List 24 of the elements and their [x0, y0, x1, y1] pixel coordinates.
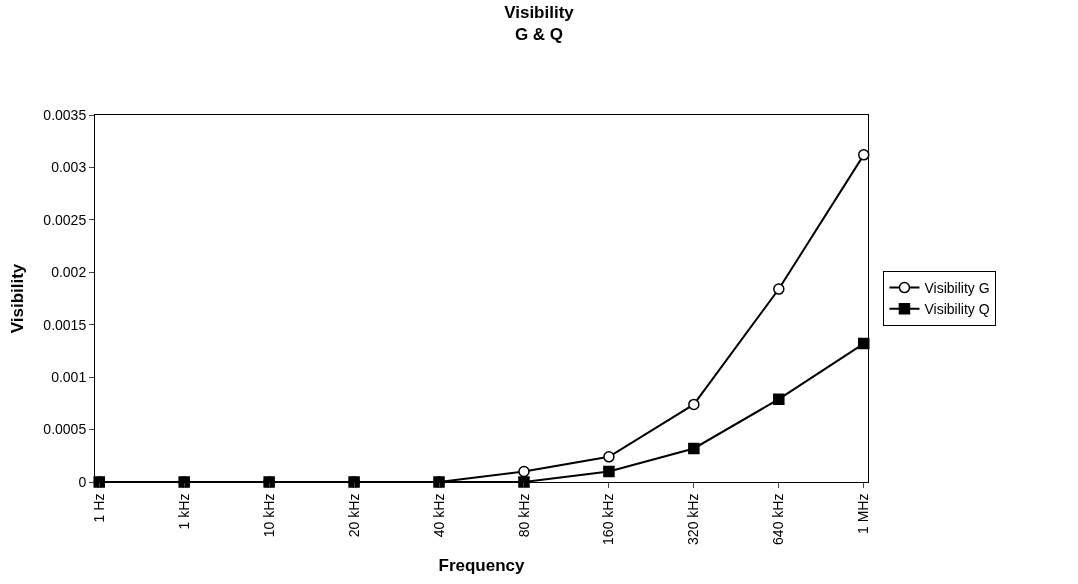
- chart-subtitle: G & Q: [514, 24, 564, 44]
- x-tick-label: 80 kHz: [515, 493, 532, 538]
- x-tick-label: 1 MHz: [855, 493, 872, 535]
- y-tick-label: 0.0035: [43, 106, 87, 123]
- x-tick-label: 160 kHz: [600, 493, 617, 545]
- x-tick-label: 20 kHz: [345, 493, 362, 538]
- x-tick-label: 40 kHz: [430, 493, 447, 538]
- y-axis-title: Visibility: [7, 263, 27, 334]
- y-tick-label: 0.0015: [43, 316, 87, 333]
- y-tick-label: 0.0025: [43, 211, 87, 228]
- x-tick-label: 320 kHz: [685, 493, 702, 545]
- chart-title: Visibility: [504, 2, 575, 22]
- x-axis-title: Frequency: [438, 556, 526, 576]
- x-tick-label: 1 kHz: [175, 493, 192, 530]
- y-tick-label: 0.0005: [43, 421, 87, 438]
- y-tick-label: 0.001: [51, 369, 87, 386]
- y-tick-label: 0.003: [51, 159, 87, 176]
- legend-label: Visibility Q: [924, 301, 990, 318]
- y-tick-label: 0.002: [51, 264, 87, 281]
- legend-label: Visibility G: [924, 280, 990, 297]
- x-tick-label: 640 kHz: [770, 493, 787, 545]
- y-tick-label: 0: [78, 473, 87, 490]
- x-tick-label: 1 Hz: [90, 493, 107, 523]
- x-tick-label: 10 kHz: [260, 493, 277, 538]
